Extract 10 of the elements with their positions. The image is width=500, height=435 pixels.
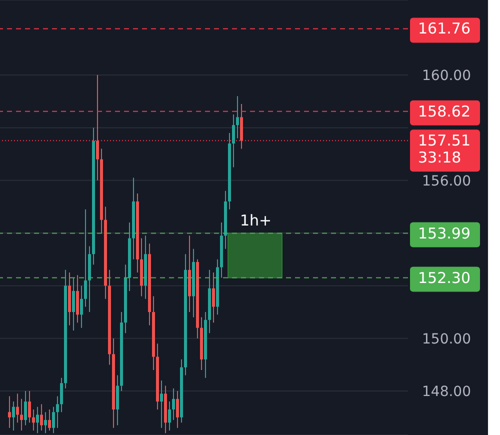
- ref-line-label: 157.51 33:18: [418, 132, 470, 167]
- y-tick-label: 150.00: [422, 331, 471, 348]
- y-tick-label: 160.00: [422, 68, 471, 84]
- ref-line-label: 153.99: [418, 224, 470, 242]
- y-tick-label: 148.00: [422, 384, 471, 400]
- ref-line-label: 158.62: [418, 102, 470, 120]
- ref-line-label: 161.76: [418, 20, 470, 38]
- band-label: 1h+: [240, 211, 272, 230]
- ref-line-label: 152.30: [418, 268, 470, 287]
- y-tick-label: 156.00: [422, 173, 471, 190]
